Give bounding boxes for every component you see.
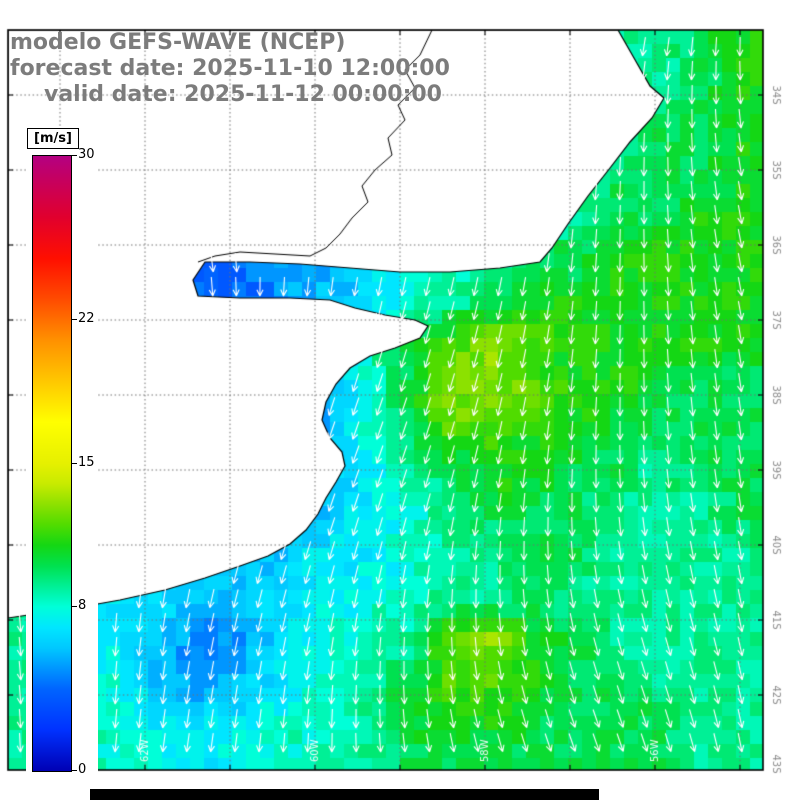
colorbar-tick-label: 15 [78, 454, 95, 470]
forecast-date: forecast date: 2025-11-10 12:00:00 [10, 56, 450, 81]
colorbar-tick-mark [71, 319, 77, 320]
colorbar-tick-label: 30 [78, 147, 95, 162]
colorbar-tick-mark [71, 770, 77, 771]
colorbar-unit-label: [m/s] [27, 128, 79, 149]
model-name: modelo GEFS-WAVE (NCEP) [10, 30, 346, 55]
colorbar-tick-mark [71, 606, 77, 607]
colorbar-tick-label: 8 [78, 598, 87, 613]
colorbar: [m/s] 30 22 15 8 0 [26, 126, 98, 778]
colorbar-tick-mark [71, 462, 77, 464]
map-title-overlay: modelo GEFS-WAVE (NCEP) forecast date: 2… [10, 30, 450, 108]
colorbar-tick-mark [71, 155, 77, 156]
valid-date: valid date: 2025-11-12 00:00:00 [44, 82, 442, 107]
colorbar-tick-label: 0 [78, 762, 87, 777]
colorbar-gradient [32, 155, 72, 772]
colorbar-tick-label: 22 [78, 311, 95, 326]
bottom-black-bar [90, 789, 599, 800]
